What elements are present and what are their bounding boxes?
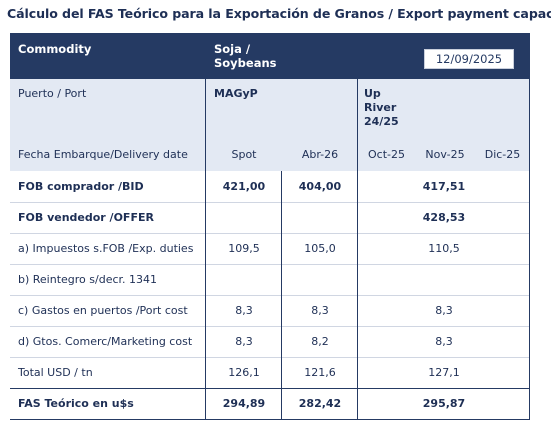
fas-spot: 294,89 bbox=[222, 397, 266, 410]
port-up-line1: Up bbox=[364, 87, 381, 100]
duties-up: 110,5 bbox=[428, 242, 460, 255]
row-label-offer: FOB vendedor /OFFER bbox=[18, 211, 154, 224]
reintegro-abr bbox=[282, 264, 358, 295]
reintegro-up bbox=[358, 264, 530, 295]
date-oct: Oct-25 bbox=[368, 147, 405, 161]
port-magyp: MAGyP bbox=[214, 87, 258, 100]
date-dic: Dic-25 bbox=[484, 147, 521, 161]
port-up-line3: 24/25 bbox=[364, 115, 399, 128]
offer-up: 428,53 bbox=[422, 211, 466, 224]
date-field[interactable]: 12/09/2025 bbox=[424, 49, 514, 69]
table-row: FOB comprador /BID 421,00 404,00 417,51 bbox=[10, 171, 530, 202]
total-spot: 126,1 bbox=[228, 366, 260, 379]
offer-spot bbox=[206, 202, 282, 233]
table-row: Total USD / tn 126,1 121,6 127,1 bbox=[10, 357, 530, 388]
total-up: 127,1 bbox=[428, 366, 460, 379]
offer-abr bbox=[282, 202, 358, 233]
row-divider bbox=[10, 326, 530, 327]
marketing-spot: 8,3 bbox=[235, 335, 253, 348]
delivery-date-row: Fecha Embarque/Delivery date Spot Abr-26… bbox=[10, 137, 530, 171]
commodity-label: Commodity bbox=[18, 42, 92, 56]
row-divider bbox=[10, 295, 530, 296]
column-divider bbox=[205, 79, 206, 419]
total-abr: 121,6 bbox=[304, 366, 336, 379]
row-divider bbox=[10, 233, 530, 234]
bid-spot: 421,00 bbox=[222, 180, 266, 193]
page-title: Cálculo del FAS Teórico para la Exportac… bbox=[7, 6, 551, 21]
date-nov: Nov-25 bbox=[425, 147, 465, 161]
delivery-date-label: Fecha Embarque/Delivery date bbox=[18, 147, 188, 161]
row-label-total: Total USD / tn bbox=[18, 366, 93, 379]
duties-abr: 105,0 bbox=[304, 242, 336, 255]
date-spot: Spot bbox=[231, 147, 257, 161]
port-label: Puerto / Port bbox=[18, 87, 87, 100]
table-row: d) Gtos. Comerc/Marketing cost 8,3 8,2 8… bbox=[10, 326, 530, 357]
port-up-line2: River bbox=[364, 101, 397, 114]
row-divider bbox=[10, 388, 530, 389]
port-cost-abr: 8,3 bbox=[311, 304, 329, 317]
port-row: Puerto / Port MAGyP Up River 24/25 bbox=[10, 79, 530, 137]
fas-up: 295,87 bbox=[422, 397, 466, 410]
marketing-abr: 8,2 bbox=[311, 335, 329, 348]
fas-abr: 282,42 bbox=[298, 397, 342, 410]
marketing-up: 8,3 bbox=[435, 335, 453, 348]
row-label-fas: FAS Teórico en u$s bbox=[18, 397, 134, 410]
port-cost-spot: 8,3 bbox=[235, 304, 253, 317]
table-row: FOB vendedor /OFFER 428,53 bbox=[10, 202, 530, 233]
table-bottom-border bbox=[10, 419, 530, 420]
row-label-reintegro: b) Reintegro s/decr. 1341 bbox=[18, 273, 158, 286]
duties-spot: 109,5 bbox=[228, 242, 260, 255]
table-row: c) Gastos en puertos /Port cost 8,3 8,3 … bbox=[10, 295, 530, 326]
bid-up: 417,51 bbox=[422, 180, 466, 193]
port-cost-up: 8,3 bbox=[435, 304, 453, 317]
column-divider bbox=[357, 79, 358, 419]
table-row: FAS Teórico en u$s 294,89 282,42 295,87 bbox=[10, 388, 530, 419]
reintegro-spot bbox=[206, 264, 282, 295]
table-row: b) Reintegro s/decr. 1341 bbox=[10, 264, 530, 295]
row-divider bbox=[10, 357, 530, 358]
date-abr: Abr-26 bbox=[301, 147, 339, 161]
row-label-bid: FOB comprador /BID bbox=[18, 180, 144, 193]
column-divider bbox=[281, 171, 282, 419]
table-right-border bbox=[529, 79, 530, 419]
row-divider bbox=[10, 202, 530, 203]
row-label-port-cost: c) Gastos en puertos /Port cost bbox=[18, 304, 188, 317]
row-label-duties: a) Impuestos s.FOB /Exp. duties bbox=[18, 242, 194, 255]
row-divider bbox=[10, 264, 530, 265]
table-row: a) Impuestos s.FOB /Exp. duties 109,5 10… bbox=[10, 233, 530, 264]
bid-abr: 404,00 bbox=[298, 180, 342, 193]
commodity-value-line2: Soybeans bbox=[214, 56, 277, 70]
commodity-value-line1: Soja / bbox=[214, 42, 251, 56]
row-label-marketing: d) Gtos. Comerc/Marketing cost bbox=[18, 335, 193, 348]
table-header-row: Commodity Soja / Soybeans 12/09/2025 bbox=[10, 33, 530, 79]
